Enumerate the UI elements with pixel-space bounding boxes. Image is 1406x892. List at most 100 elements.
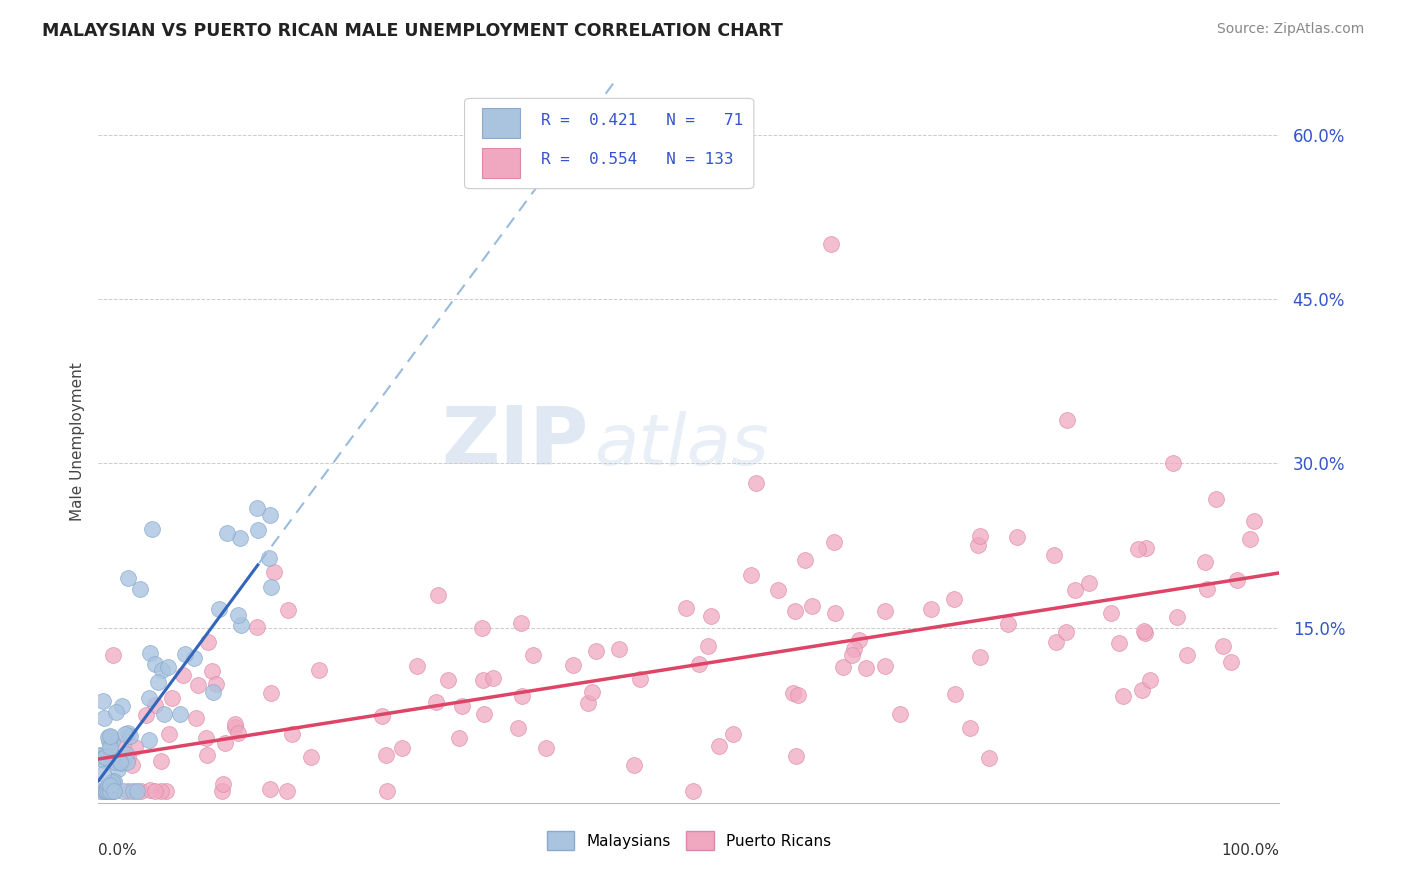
Point [97,784,120,798]
Point [472,706,495,721]
Point [969,650,991,665]
Point [135,708,157,723]
Point [257,550,280,565]
Point [585,643,607,657]
Point [211,784,233,798]
Text: R =  0.554   N = 133: R = 0.554 N = 133 [541,153,734,168]
Point [155,784,177,798]
Point [226,725,249,739]
Point [959,721,981,735]
Point [436,673,458,688]
Point [374,747,396,762]
Point [111,738,134,752]
Point [246,523,269,537]
Point [263,566,285,580]
Point [1077,576,1099,591]
Point [111,784,134,798]
Point [138,733,160,747]
Point [447,731,470,745]
Point [745,476,768,491]
Point [782,686,804,700]
Point [1126,541,1149,556]
Point [942,591,965,606]
Point [889,706,911,721]
Point [138,691,160,706]
Point [471,621,494,635]
Point [1197,582,1219,597]
Point [824,607,846,621]
Point [391,740,413,755]
Point [97,734,120,748]
Point [160,691,183,706]
Point [204,677,226,691]
Point [98,784,121,798]
Point [127,784,149,798]
Point [97,778,120,792]
Point [510,689,533,703]
Point [875,604,897,618]
Point [94,784,117,798]
Point [1161,457,1184,471]
Point [201,664,224,678]
Point [246,500,269,515]
Point [228,531,250,545]
Point [607,641,630,656]
Point [141,522,163,536]
Point [117,784,139,798]
Point [226,608,249,623]
Point [143,698,166,712]
Point [195,731,218,745]
Point [793,553,815,567]
Point [100,747,122,762]
Point [157,660,180,674]
Point [146,675,169,690]
Point [118,730,141,744]
Point [98,730,121,744]
Point [103,754,125,768]
Text: ZIP: ZIP [441,402,589,481]
Point [101,773,124,788]
Point [94,750,117,764]
Text: 100.0%: 100.0% [1222,843,1279,857]
Point [98,740,121,755]
Point [101,784,124,798]
Point [1243,514,1265,528]
Point [91,784,114,798]
Point [214,736,236,750]
Point [832,660,855,674]
Point [471,673,494,687]
Point [623,757,645,772]
Point [1139,673,1161,687]
Point [157,727,180,741]
Bar [482,108,520,138]
Point [785,748,807,763]
Point [98,784,121,798]
Point [1226,574,1249,588]
Point [212,777,235,791]
Point [143,657,166,671]
Point [308,663,330,677]
Point [93,754,115,768]
Point [628,672,651,686]
Point [93,711,115,725]
Point [675,600,697,615]
Point [114,727,136,741]
Point [281,727,304,741]
Point [122,784,145,798]
Point [152,707,174,722]
Point [1112,690,1135,704]
Point [101,733,124,747]
Point [510,616,533,631]
Point [103,773,125,788]
Point [103,784,125,798]
Point [89,747,111,762]
Point [277,603,299,617]
Point [997,616,1019,631]
Point [100,730,122,744]
Point [1056,412,1078,426]
Point [139,782,162,797]
Bar [482,148,520,178]
Point [301,750,323,764]
Point [89,784,111,798]
Point [425,695,447,709]
